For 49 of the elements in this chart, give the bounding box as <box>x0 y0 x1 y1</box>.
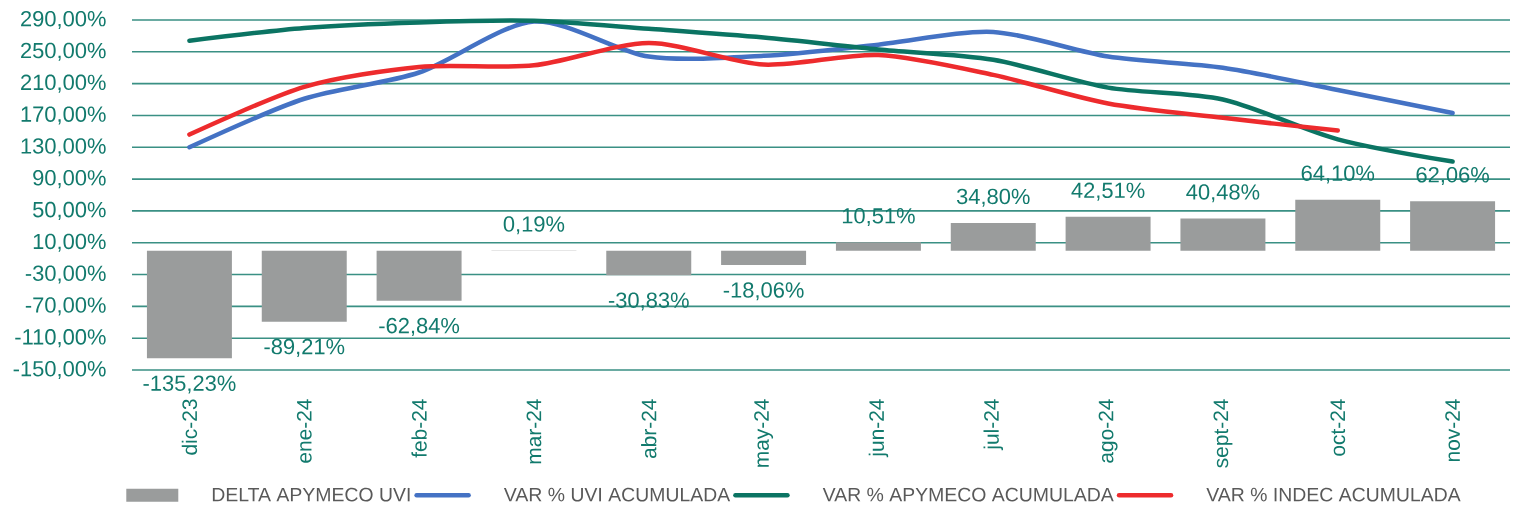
y-tick-label: 170,00% <box>21 106 106 125</box>
y-tick-label: 210,00% <box>21 74 106 93</box>
x-tick-label: jul-24 <box>983 399 1004 451</box>
bar <box>1065 216 1151 251</box>
legend-label: VAR % UVI ACUMULADA <box>503 487 731 502</box>
data-label: -18,06% <box>723 282 804 301</box>
x-tick-label: may-24 <box>754 399 774 467</box>
legend-label: DELTA APYMECO UVI <box>212 487 410 502</box>
x-tick-label: abr-24 <box>641 399 657 459</box>
y-tick-label: 250,00% <box>21 42 106 61</box>
y-tick-label: -30,00% <box>25 265 106 284</box>
bar <box>835 242 921 251</box>
x-tick-label: feb-24 <box>411 399 427 458</box>
x-tick-label: oct-24 <box>1330 399 1346 456</box>
y-tick-label: 290,00% <box>21 10 106 30</box>
x-tick-label: mar-24 <box>526 399 542 464</box>
x-tick-label: dic-23 <box>181 399 198 455</box>
x-tick-label: ene-24 <box>296 399 312 463</box>
y-tick-label: -150,00% <box>13 360 106 380</box>
legend-label: VAR % APYMECO ACUMULADA <box>822 487 1114 502</box>
y-tick-label: 130,00% <box>21 138 106 157</box>
y-tick-label: -110,00% <box>15 329 106 348</box>
bar <box>146 250 232 359</box>
bar <box>950 223 1036 251</box>
bar <box>721 250 807 266</box>
y-tick-label: 90,00% <box>33 170 106 189</box>
bar <box>1410 201 1496 251</box>
x-tick-label: sept-24 <box>1213 399 1233 468</box>
line-series <box>187 40 1341 137</box>
y-tick-label: 10,00% <box>33 233 106 252</box>
data-label: -62,84% <box>379 317 460 336</box>
x-tick-label: jun-24 <box>868 399 889 458</box>
y-tick-label: -70,00% <box>25 297 106 316</box>
data-label: 40,48% <box>1186 184 1260 203</box>
x-tick-label: ago-24 <box>1098 399 1118 463</box>
data-label: -89,21% <box>264 338 345 357</box>
bar <box>1180 218 1266 251</box>
data-label: -135,23% <box>143 375 236 394</box>
data-label: 42,51% <box>1071 182 1145 201</box>
bar <box>376 250 462 301</box>
bar <box>1295 199 1381 251</box>
legend-label: VAR % INDEC ACUMULADA <box>1206 487 1461 502</box>
data-label: 0,19% <box>503 216 565 235</box>
data-label: 34,80% <box>956 188 1030 207</box>
bar <box>261 250 347 322</box>
y-tick-label: 50,00% <box>33 201 106 220</box>
data-label: 10,51% <box>842 208 915 227</box>
bar <box>606 250 692 276</box>
x-tick-label: nov-24 <box>1445 399 1460 462</box>
